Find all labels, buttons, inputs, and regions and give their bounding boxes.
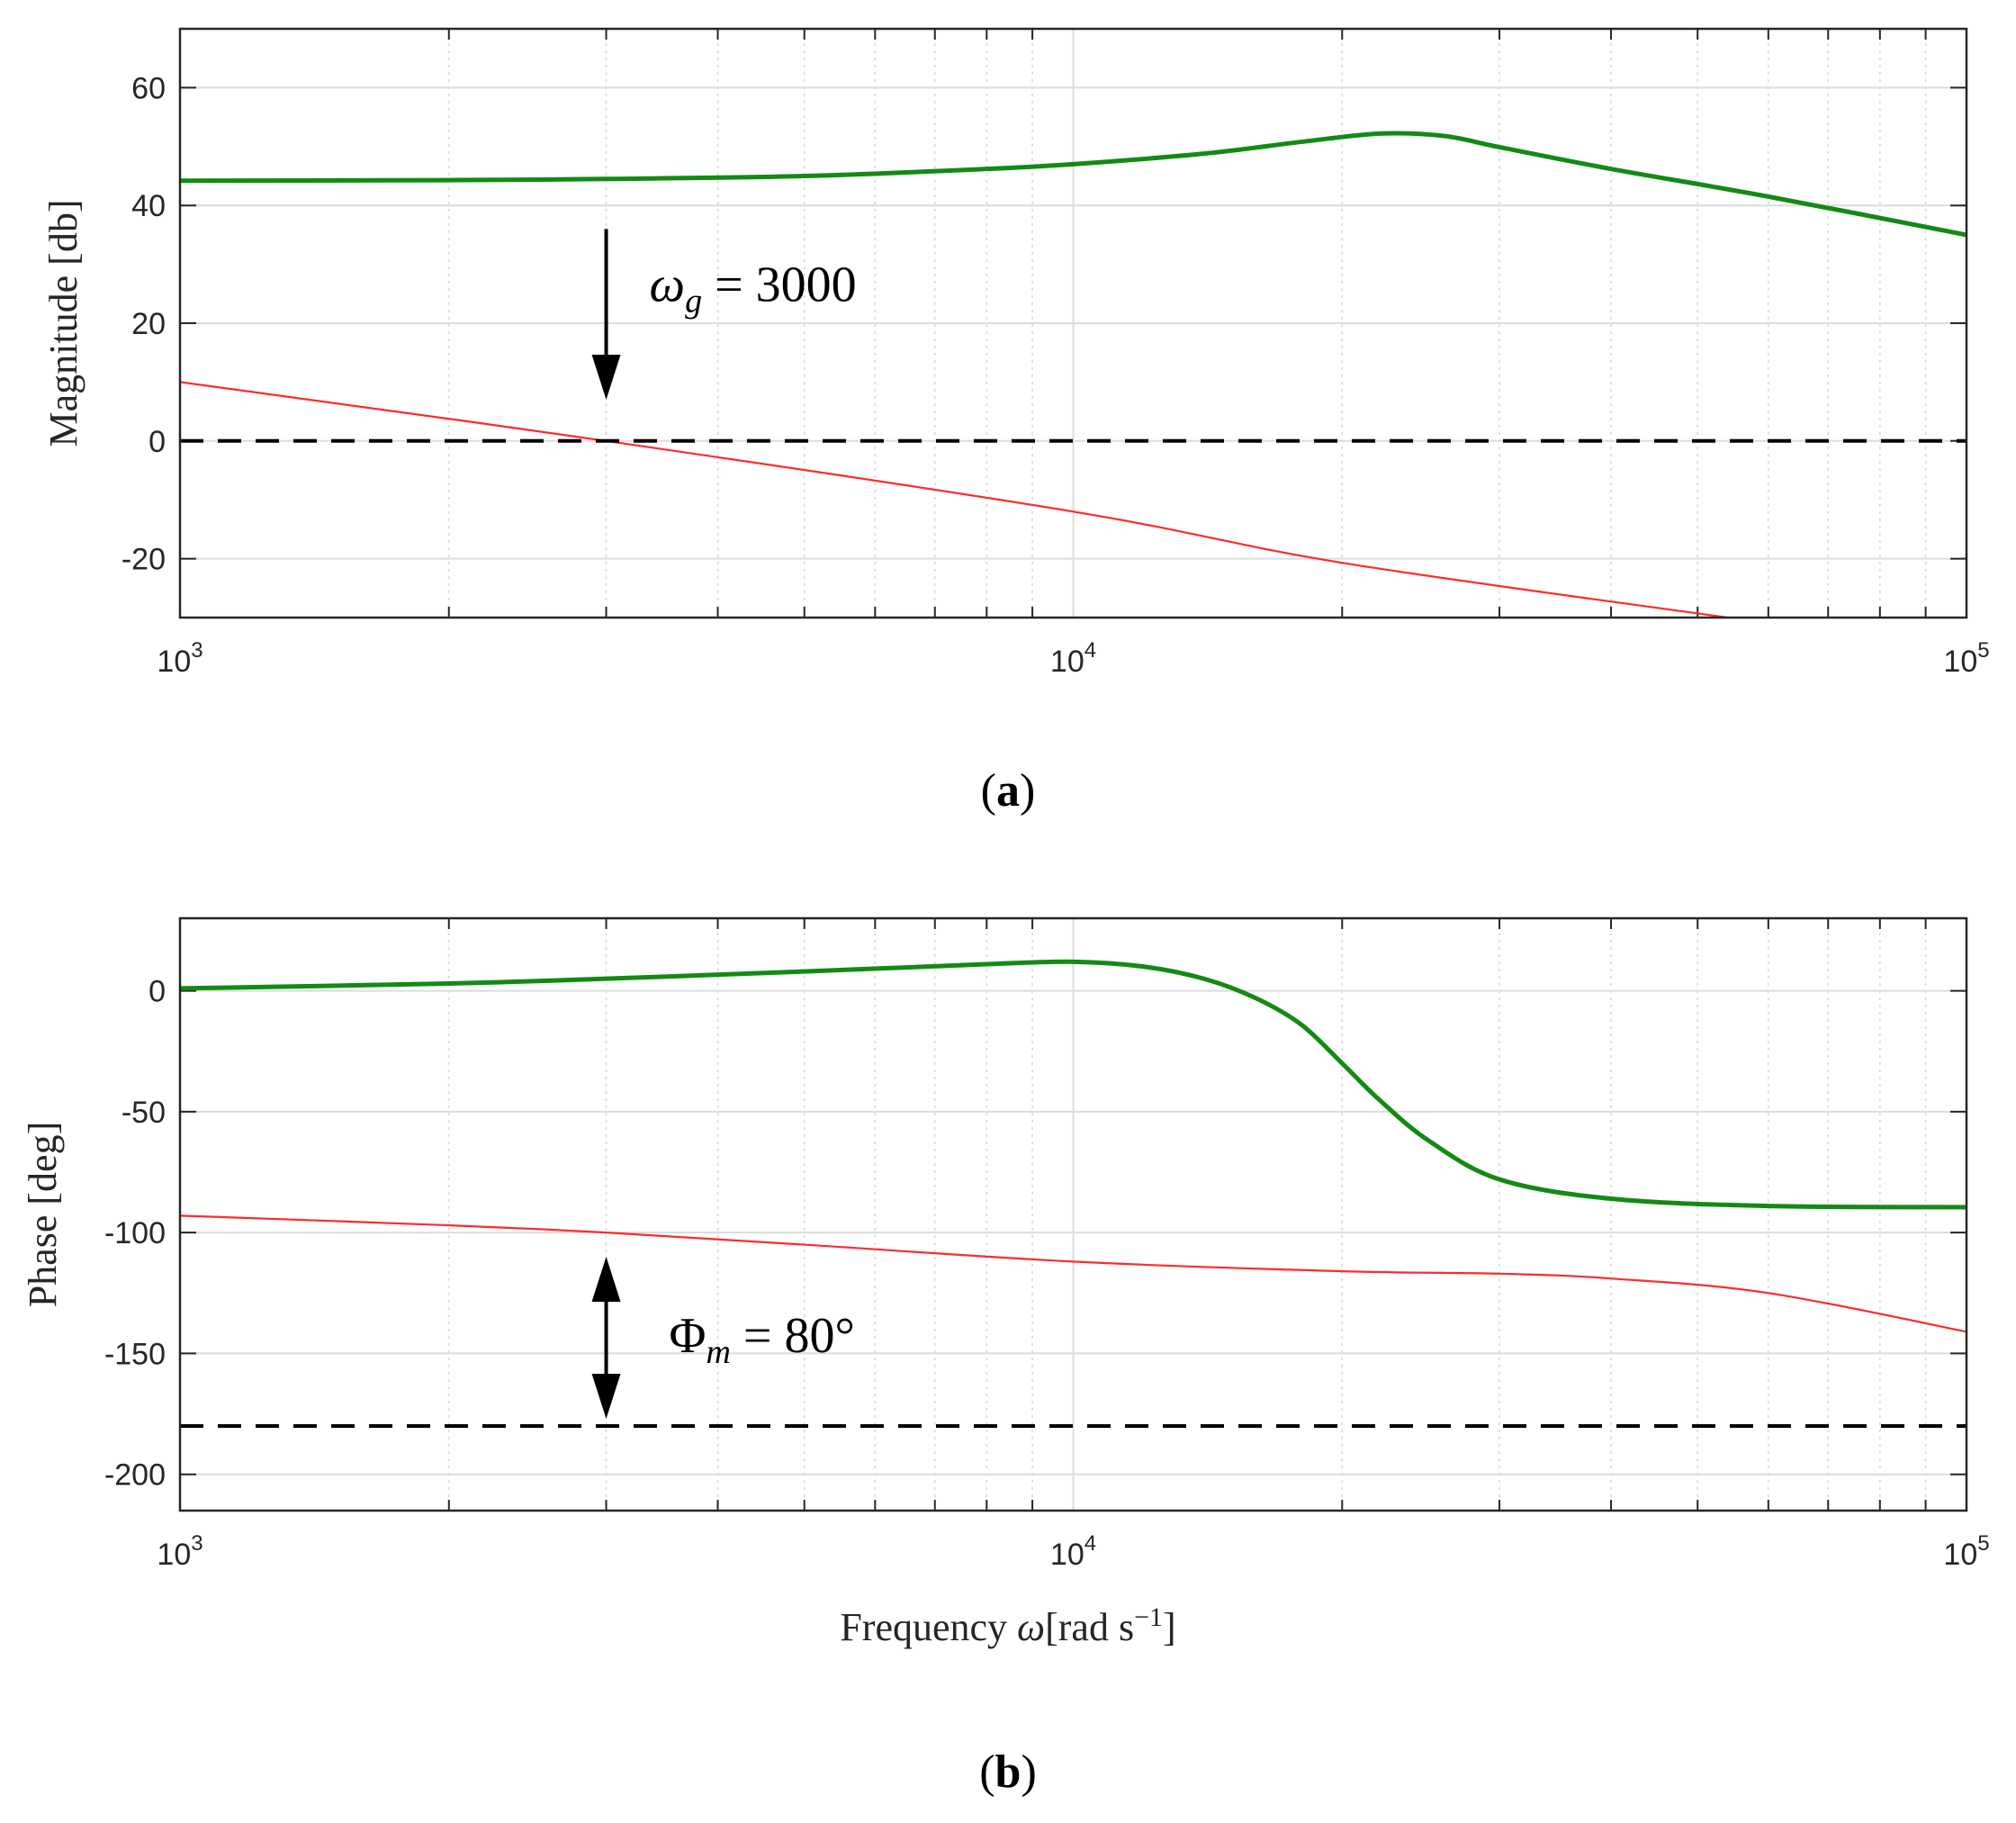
x-axis-label-b: Frequency ω[rad s−1] (840, 1602, 1175, 1649)
grid-b (179, 918, 1966, 1511)
panel-a: ωg = 3000 60 40 20 0 -20 103 104 105 Magnitude … (41, 27, 1990, 817)
tick-labels-b: 0 -50 -100 -150 -200 103 104 105 (104, 975, 1990, 1572)
axes-frame-b (178, 916, 1968, 1512)
series-a (179, 131, 1967, 619)
series-line-red (179, 1214, 1967, 1333)
annotation-b: Φm = 80° (591, 1257, 855, 1419)
grid-a (179, 29, 1966, 618)
x-tick-label: 104 (1050, 1531, 1096, 1572)
y-tick-label: 20 (131, 307, 166, 341)
x-tick-label: 105 (1943, 1531, 1989, 1572)
y-tick-label: 40 (131, 189, 166, 223)
y-tick-label: -200 (104, 1458, 166, 1493)
series-line-green (179, 131, 1967, 238)
x-tick-label: 103 (157, 638, 202, 679)
panel-caption-b: (b) (979, 1746, 1037, 1798)
y-tick-label: -150 (104, 1337, 166, 1371)
y-tick-label: 0 (148, 975, 166, 1009)
y-axis-label-a: Magnitude [db] (41, 200, 86, 447)
x-tick-label: 104 (1050, 638, 1096, 679)
panel-caption-a: (a) (981, 765, 1036, 817)
y-axis-label-b: Phase [deg] (21, 1122, 65, 1308)
y-tick-label: 60 (131, 71, 166, 105)
annotation-a: ωg = 3000 (591, 229, 857, 401)
annotation-omega-g: ωg = 3000 (650, 257, 857, 320)
y-tick-label: 0 (148, 425, 166, 459)
series-line-green (179, 959, 1967, 1210)
arrowhead-down-icon (591, 1373, 621, 1419)
y-tick-label: -100 (104, 1216, 166, 1250)
y-tick-label: -50 (122, 1096, 166, 1130)
series-line-red (179, 381, 1728, 619)
axes-frame-a (178, 27, 1968, 619)
annotation-phi-m: Φm = 80° (670, 1308, 855, 1371)
panel-b: Φm = 80° 0 -50 -100 -150 -200 103 104 105 Phase… (21, 916, 1990, 1798)
arrowhead-icon (591, 355, 621, 401)
x-tick-label: 103 (157, 1531, 202, 1572)
series-b (179, 959, 1967, 1428)
y-tick-label: -20 (122, 543, 166, 577)
arrowhead-up-icon (591, 1257, 621, 1302)
tick-labels-a: 60 40 20 0 -20 103 104 105 (122, 71, 1990, 679)
x-tick-label: 105 (1943, 638, 1989, 679)
